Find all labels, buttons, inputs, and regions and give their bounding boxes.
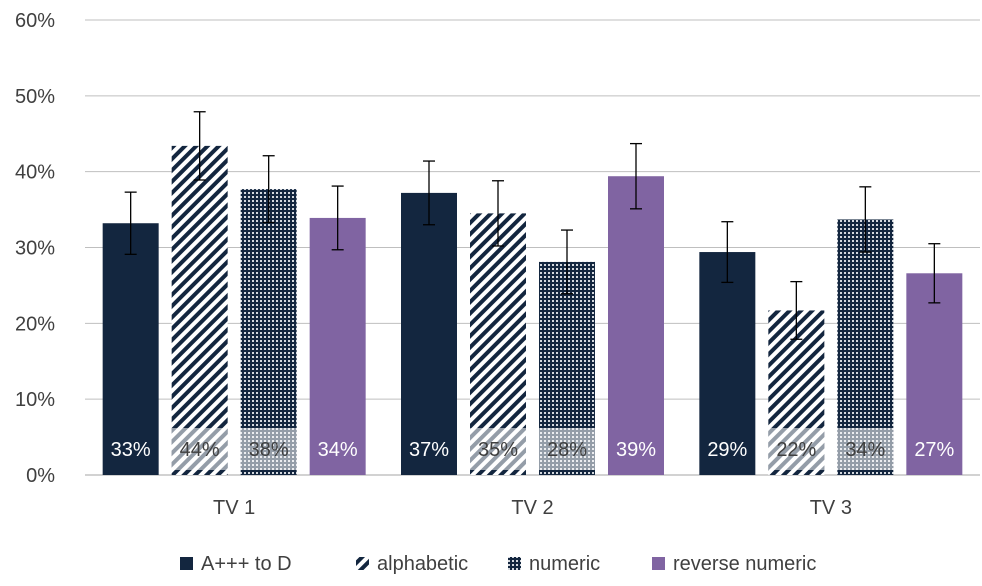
data-label-background — [470, 428, 526, 470]
data-label: 28% — [547, 439, 587, 461]
bar — [171, 145, 228, 475]
legend-swatch — [508, 557, 521, 570]
x-tick-label: TV 3 — [810, 497, 852, 519]
data-label: 29% — [707, 439, 747, 461]
data-label-background — [240, 428, 297, 470]
legend-label: numeric — [529, 553, 600, 575]
y-tick-label: 60% — [15, 10, 55, 32]
bar — [906, 273, 963, 475]
legend-swatch — [356, 557, 369, 570]
legend-label: A+++ to D — [201, 553, 292, 575]
data-label: 27% — [914, 439, 954, 461]
data-label-background — [171, 428, 228, 470]
data-label: 33% — [111, 439, 151, 461]
data-label: 39% — [616, 439, 656, 461]
data-label-background — [837, 428, 894, 470]
data-label-background — [768, 428, 825, 470]
bar — [102, 223, 159, 475]
bars — [102, 145, 963, 476]
y-tick-label: 40% — [15, 162, 55, 184]
bar — [240, 189, 297, 475]
x-tick-label: TV 1 — [213, 497, 255, 519]
data-label: 34% — [845, 439, 885, 461]
bar — [309, 217, 366, 476]
gridlines — [85, 19, 980, 476]
legend-label: reverse numeric — [673, 553, 816, 575]
y-tick-label: 0% — [26, 465, 55, 487]
legend-swatch — [180, 557, 193, 570]
data-label-background — [539, 428, 595, 470]
y-tick-label: 30% — [15, 238, 55, 260]
y-tick-label: 50% — [15, 86, 55, 108]
error-bars — [124, 111, 941, 340]
data-label: 44% — [180, 439, 220, 461]
x-tick-label: TV 2 — [511, 497, 553, 519]
data-label: 37% — [409, 439, 449, 461]
bar — [608, 176, 664, 475]
x-axis-tick-labels: TV 1 TV 2 TV 3 — [213, 497, 852, 519]
bar — [699, 252, 756, 475]
y-axis-tick-labels: 0% 10% 20% 30% 40% 50% 60% — [15, 10, 55, 487]
y-tick-label: 20% — [15, 313, 55, 335]
data-label: 38% — [249, 439, 289, 461]
legend-label: alphabetic — [377, 553, 468, 575]
data-label: 22% — [776, 439, 816, 461]
bar — [401, 192, 457, 475]
legend-swatch — [652, 557, 665, 570]
data-label: 35% — [478, 439, 518, 461]
data-label: 34% — [318, 439, 358, 461]
data-labels: 33% 44% 38% 34% 37% 35% 28% 39% 29% 22% 34% 27% — [111, 428, 955, 470]
legend: A+++ to D alphabetic numeric reverse numeri… — [180, 553, 816, 575]
y-tick-label: 10% — [15, 389, 55, 411]
